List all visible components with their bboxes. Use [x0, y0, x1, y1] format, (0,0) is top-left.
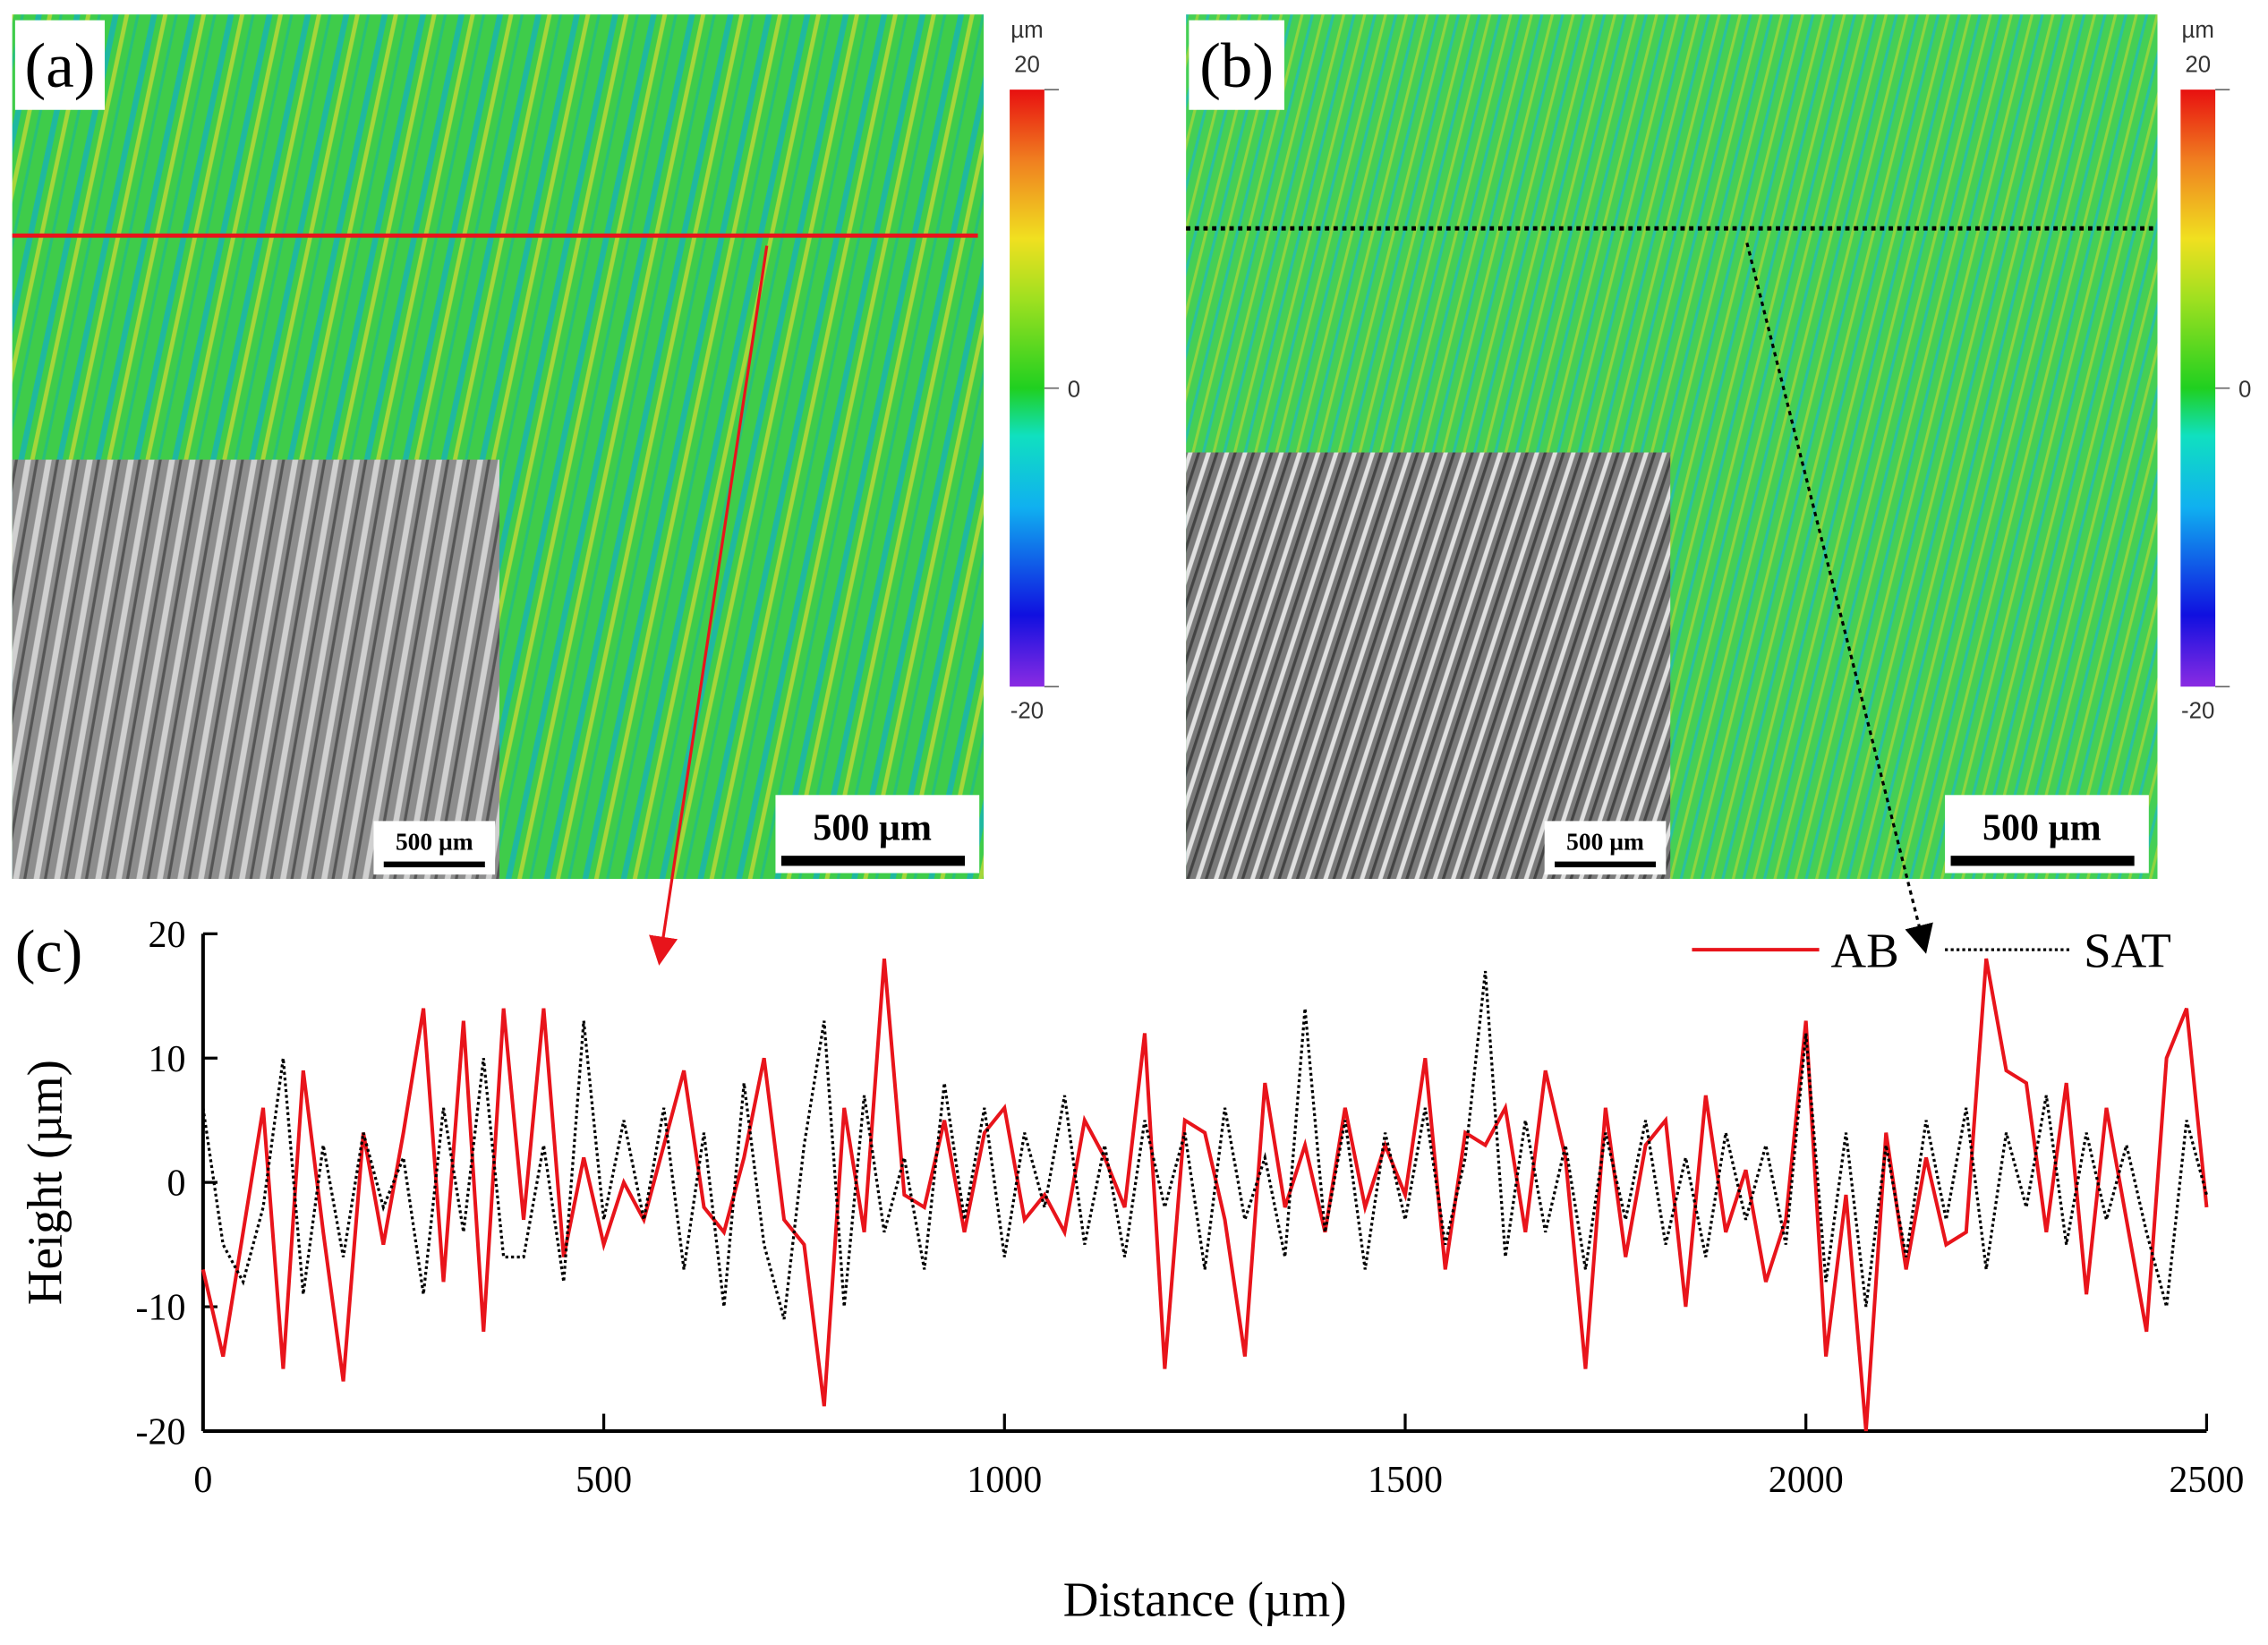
- x-tick-label: 2500: [2169, 1460, 2244, 1501]
- x-tick-label: 1500: [1368, 1460, 1443, 1501]
- y-tick-label: 10: [149, 1039, 186, 1080]
- colorbar-tick-label: -20: [2181, 699, 2214, 724]
- inset-micrograph: [1186, 452, 1671, 879]
- colorbar-tick-label: 0: [2238, 377, 2251, 402]
- colorbar-tick-label: 20: [2185, 53, 2211, 78]
- series-line: [201, 970, 2208, 1320]
- scale-bar-label: 500 µm: [1982, 807, 2102, 848]
- x-tick-label: 2000: [1769, 1460, 1844, 1501]
- y-tick-label: 20: [149, 915, 186, 956]
- arrow: [649, 245, 769, 966]
- legend-label: SAT: [2084, 924, 2171, 978]
- x-tick-label: 1000: [967, 1460, 1042, 1501]
- label-box: [1189, 20, 1284, 110]
- inset-micrograph: [12, 459, 499, 879]
- inset-scale-label: 500 µm: [1566, 829, 1644, 856]
- scale-bar: [1554, 861, 1657, 868]
- colorbar-tick-label: 20: [1014, 53, 1040, 78]
- colorbar-tick-label: -20: [1010, 699, 1044, 724]
- scale-bar: [1950, 856, 2135, 866]
- inset-scale-label: 500 µm: [396, 829, 473, 856]
- colorbar: [1010, 89, 1044, 687]
- panel-label: (a): [25, 31, 96, 101]
- scale-bar-label: 500 µm: [813, 807, 932, 848]
- x-tick-label: 500: [576, 1460, 632, 1501]
- colorbar-unit: µm: [2182, 18, 2214, 43]
- y-tick-label: 0: [166, 1163, 185, 1205]
- scale-bar: [780, 856, 966, 866]
- colorbar: [2180, 89, 2216, 687]
- y-tick-label: -10: [136, 1288, 186, 1329]
- y-axis-label: Height (µm): [18, 1060, 72, 1305]
- series-line: [200, 958, 2209, 1432]
- panel-label: (b): [1199, 31, 1274, 101]
- x-tick-label: 0: [193, 1460, 212, 1501]
- panel-label: (c): [15, 917, 82, 984]
- scale-bar: [383, 861, 485, 868]
- y-tick-label: -20: [136, 1411, 186, 1453]
- colorbar-tick-label: 0: [1068, 377, 1080, 402]
- colorbar-unit: µm: [1010, 18, 1043, 43]
- x-axis-label: Distance (µm): [1063, 1573, 1347, 1627]
- legend-label: AB: [1830, 924, 1898, 978]
- label-box: [14, 20, 106, 110]
